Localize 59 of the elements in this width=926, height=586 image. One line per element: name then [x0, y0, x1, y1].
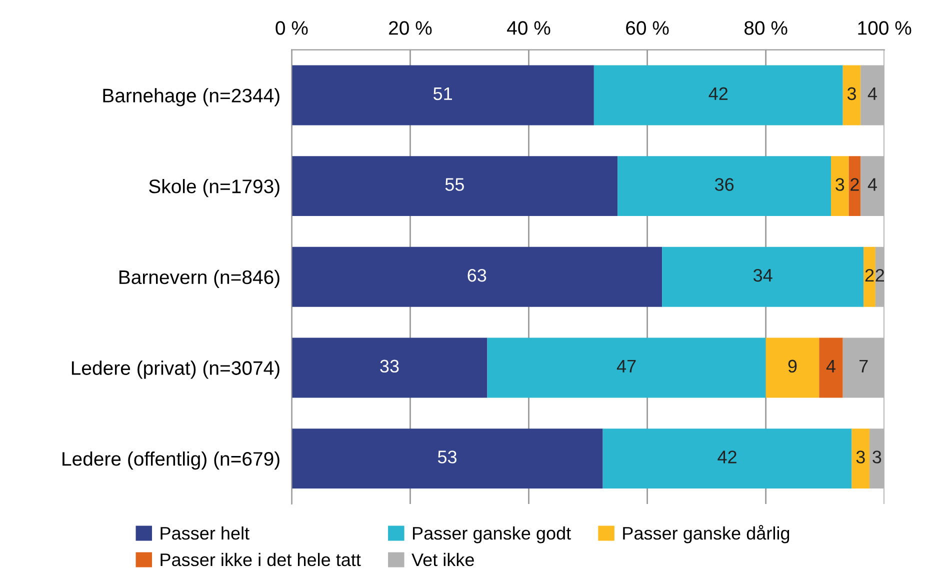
- bar: [830, 156, 849, 216]
- bar: [860, 65, 884, 126]
- data-label: 9: [788, 360, 797, 373]
- y-tick-label: Skole (n=1793): [149, 179, 280, 198]
- data-label: 47: [616, 360, 636, 372]
- data-label: 42: [708, 87, 728, 100]
- data-label: 34: [753, 268, 772, 282]
- data-label: 2: [876, 268, 884, 282]
- data-label: 36: [714, 178, 734, 191]
- y-tick-label: Barnehage (n=2344): [103, 88, 280, 106]
- bar: [864, 246, 876, 307]
- data-label: 51: [433, 87, 452, 100]
- bar: [292, 246, 662, 307]
- bar: [842, 65, 861, 126]
- data-label: 4: [868, 87, 877, 100]
- x-tick-label: 100 %: [858, 21, 912, 35]
- data-label: 42: [718, 450, 736, 464]
- y-tick-label: Ledere (offentlig) (n=679): [62, 452, 280, 470]
- data-label: 3: [836, 178, 844, 191]
- bar: [852, 428, 870, 489]
- data-label: 3: [856, 450, 865, 464]
- data-label: 2: [865, 268, 874, 282]
- legend-label: Passer ganske godt: [412, 526, 571, 544]
- bar: [594, 65, 843, 126]
- bar: [292, 156, 618, 216]
- bar: [487, 338, 766, 398]
- bar: [848, 156, 861, 216]
- data-label: 4: [826, 360, 836, 372]
- data-label: 3: [847, 87, 856, 100]
- bar: [860, 156, 884, 216]
- legend-label: Passer ikke i det hele tatt: [160, 552, 361, 566]
- bar: [602, 428, 852, 489]
- bar: [292, 338, 488, 398]
- bar: [662, 246, 864, 307]
- legend-label: Vet ikke: [412, 552, 474, 566]
- bar: [618, 156, 831, 216]
- bar: [766, 338, 820, 398]
- bar: [870, 428, 884, 489]
- data-label: 7: [859, 360, 868, 372]
- data-label: 55: [445, 178, 464, 191]
- x-tick-label: 40 %: [507, 21, 550, 35]
- data-label: 2: [850, 178, 859, 191]
- bar: [292, 65, 594, 126]
- x-tick-label: 20 %: [389, 21, 432, 35]
- data-label: 53: [438, 450, 457, 464]
- y-tick-label: Barnevern (n=846): [120, 270, 280, 288]
- bar: [819, 338, 843, 398]
- x-tick-label: 60 %: [626, 21, 669, 35]
- x-tick-label: 80 %: [744, 21, 788, 35]
- data-label: 33: [380, 360, 399, 373]
- bar: [842, 338, 884, 398]
- x-tick-label: 0 %: [276, 21, 308, 35]
- y-tick-label: Ledere (privat) (n=3074): [72, 360, 280, 379]
- data-label: 4: [868, 178, 877, 191]
- data-label: 3: [872, 450, 882, 464]
- legend-label: Passer helt: [160, 526, 250, 540]
- legend-label: Passer ganske dårlig: [623, 524, 790, 544]
- data-label: 63: [468, 268, 486, 282]
- bar: [292, 428, 603, 489]
